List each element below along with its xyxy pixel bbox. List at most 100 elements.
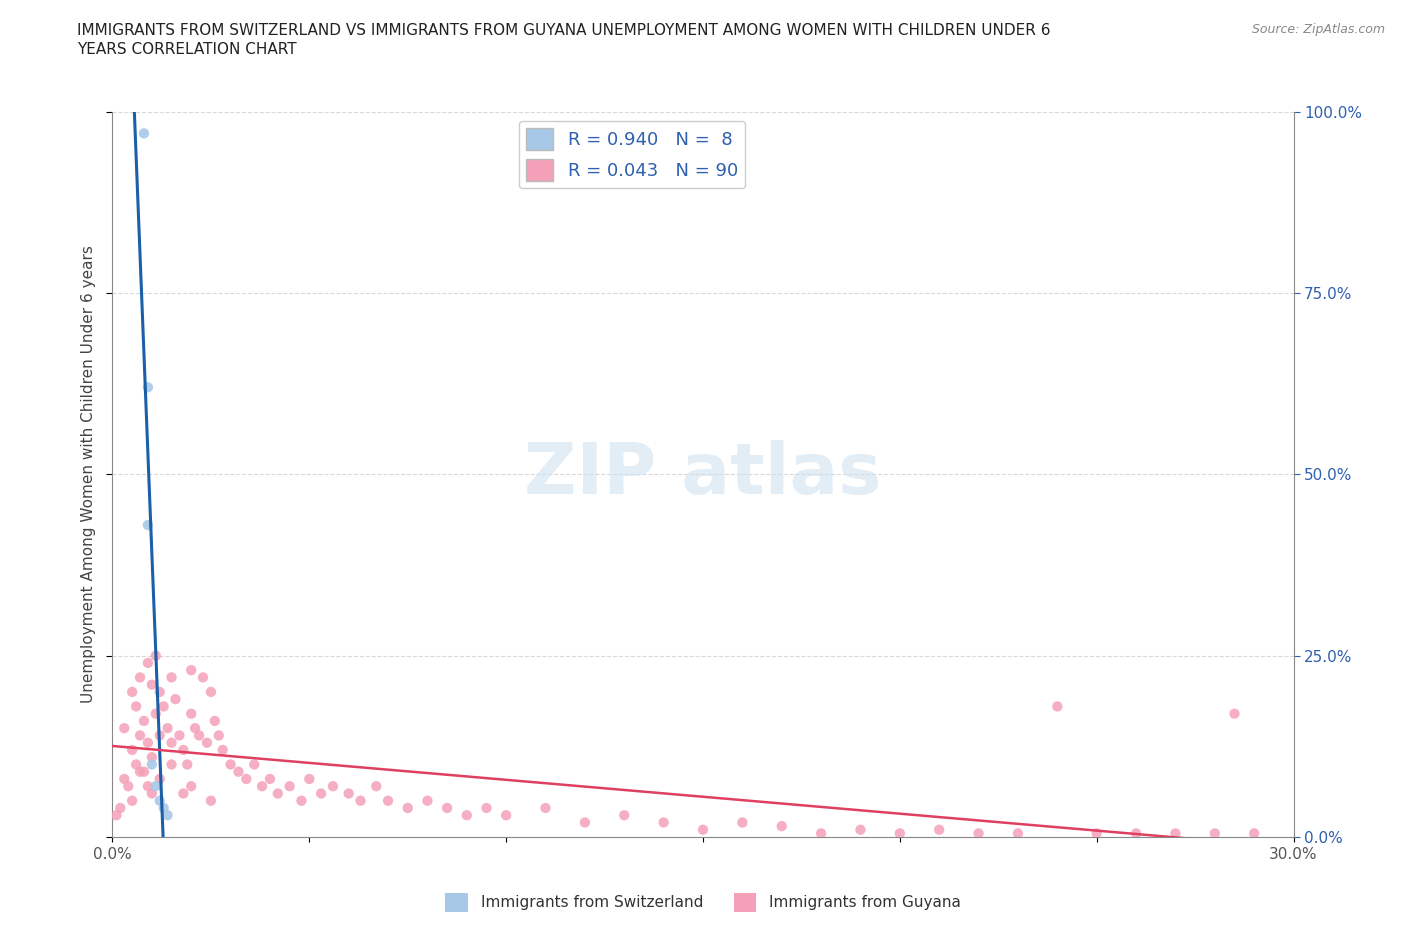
Point: [208, 728, 231, 743]
Point: [112, 721, 135, 736]
Point: [322, 778, 344, 793]
Point: [235, 772, 257, 787]
Point: [191, 670, 214, 684]
Point: [228, 764, 250, 779]
Point: [136, 736, 159, 751]
Point: [169, 728, 191, 743]
Point: [377, 793, 399, 808]
Point: [188, 728, 211, 743]
Point: [180, 778, 202, 793]
Point: [160, 757, 183, 772]
Point: [475, 801, 498, 816]
Point: [176, 757, 198, 772]
Point: [180, 663, 202, 678]
Point: [156, 721, 179, 736]
Point: [456, 808, 478, 823]
Y-axis label: Unemployment Among Women with Children Under 6 years: Unemployment Among Women with Children U…: [80, 246, 96, 703]
Point: [290, 793, 312, 808]
Point: [152, 699, 174, 714]
Point: [200, 684, 222, 699]
Point: [121, 742, 143, 757]
Point: [160, 736, 183, 751]
Point: [129, 670, 152, 684]
Legend: R = 0.940   N =  8, R = 0.043   N = 90: R = 0.940 N = 8, R = 0.043 N = 90: [519, 121, 745, 188]
Point: [416, 793, 439, 808]
Point: [195, 736, 218, 751]
Point: [110, 801, 132, 816]
Point: [145, 778, 167, 793]
Point: [211, 742, 233, 757]
Point: [132, 126, 155, 140]
Point: [121, 793, 143, 808]
Point: [928, 822, 950, 837]
Point: [145, 706, 167, 721]
Point: [219, 757, 242, 772]
Point: [180, 706, 202, 721]
Point: [810, 826, 832, 841]
Point: [125, 757, 148, 772]
Point: [770, 818, 793, 833]
Point: [105, 808, 128, 823]
Point: [129, 764, 152, 779]
Point: [125, 699, 148, 714]
Point: [149, 684, 172, 699]
Point: [298, 772, 321, 787]
Point: [136, 656, 159, 671]
Point: [309, 786, 332, 801]
Point: [136, 379, 159, 394]
Point: [129, 728, 152, 743]
Point: [152, 801, 174, 816]
Point: [172, 742, 194, 757]
Point: [250, 778, 273, 793]
Point: [141, 750, 163, 764]
Point: [534, 801, 557, 816]
Point: [1223, 706, 1246, 721]
Point: [149, 772, 172, 787]
Point: [267, 786, 290, 801]
Point: [156, 808, 179, 823]
Point: [132, 764, 155, 779]
Point: [117, 778, 139, 793]
Point: [1007, 826, 1029, 841]
Point: [652, 815, 675, 830]
Point: [967, 826, 990, 841]
Point: [1085, 826, 1108, 841]
Point: [396, 801, 419, 816]
Legend: Immigrants from Switzerland, Immigrants from Guyana: Immigrants from Switzerland, Immigrants …: [439, 887, 967, 918]
Point: [436, 801, 458, 816]
Point: [1243, 826, 1265, 841]
Point: [149, 793, 172, 808]
Point: [136, 778, 159, 793]
Point: [574, 815, 596, 830]
Point: [495, 808, 517, 823]
Point: [121, 684, 143, 699]
Point: [366, 778, 388, 793]
Point: [136, 518, 159, 533]
Point: [184, 721, 207, 736]
Point: [132, 713, 155, 728]
Text: ZIP atlas: ZIP atlas: [524, 440, 882, 509]
Point: [337, 786, 360, 801]
Point: [172, 786, 194, 801]
Point: [692, 822, 714, 837]
Point: [1125, 826, 1147, 841]
Point: [204, 713, 226, 728]
Text: IMMIGRANTS FROM SWITZERLAND VS IMMIGRANTS FROM GUYANA UNEMPLOYMENT AMONG WOMEN W: IMMIGRANTS FROM SWITZERLAND VS IMMIGRANT…: [77, 23, 1050, 38]
Point: [165, 692, 187, 707]
Point: [1204, 826, 1226, 841]
Point: [613, 808, 636, 823]
Point: [145, 648, 167, 663]
Point: [849, 822, 872, 837]
Text: YEARS CORRELATION CHART: YEARS CORRELATION CHART: [77, 42, 297, 57]
Point: [259, 772, 281, 787]
Point: [141, 757, 163, 772]
Point: [200, 793, 222, 808]
Point: [349, 793, 371, 808]
Point: [141, 677, 163, 692]
Point: [731, 815, 754, 830]
Point: [141, 786, 163, 801]
Point: [278, 778, 301, 793]
Point: [149, 728, 172, 743]
Point: [1164, 826, 1187, 841]
Point: [243, 757, 266, 772]
